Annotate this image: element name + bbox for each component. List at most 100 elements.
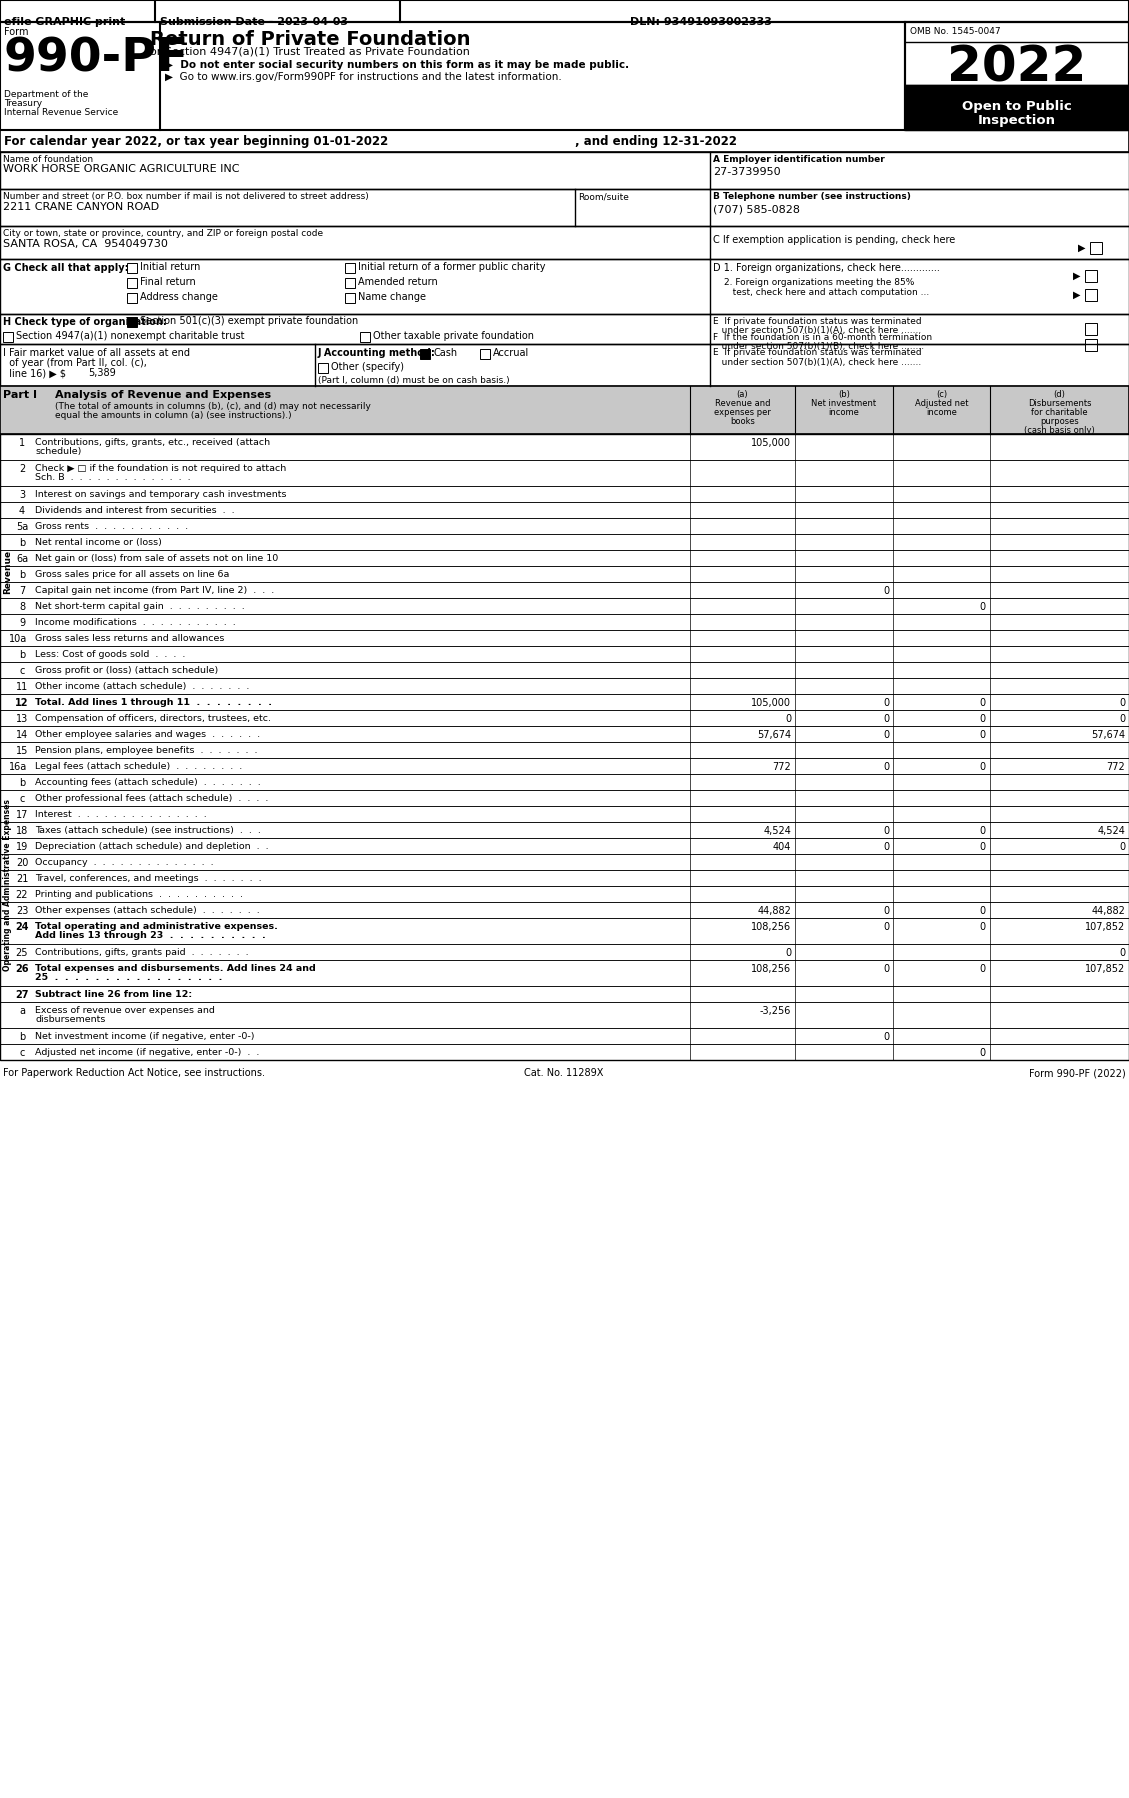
Text: 0: 0 [980, 714, 986, 725]
Text: Check ▶ □ if the foundation is not required to attach: Check ▶ □ if the foundation is not requi… [35, 464, 287, 473]
Text: 16a: 16a [9, 762, 27, 771]
Text: 772: 772 [772, 762, 791, 771]
Text: Net gain or (loss) from sale of assets not on line 10: Net gain or (loss) from sale of assets n… [35, 554, 278, 563]
Text: Excess of revenue over expenses and: Excess of revenue over expenses and [35, 1007, 215, 1016]
Text: Other expenses (attach schedule)  .  .  .  .  .  .  .: Other expenses (attach schedule) . . . .… [35, 906, 260, 915]
Text: Net investment: Net investment [812, 399, 876, 408]
Text: 57,674: 57,674 [756, 730, 791, 741]
Text: expenses per: expenses per [714, 408, 771, 417]
Text: Name of foundation: Name of foundation [3, 155, 93, 164]
Text: Net investment income (if negative, enter -0-): Net investment income (if negative, ente… [35, 1032, 254, 1041]
Text: 0: 0 [883, 825, 889, 836]
Bar [0, 387, 1129, 433]
Bar [0, 678, 1129, 694]
Text: 0: 0 [883, 714, 889, 725]
Text: 23: 23 [16, 906, 28, 915]
Text: 0: 0 [980, 841, 986, 852]
Text: 26: 26 [16, 964, 28, 975]
Text: Add lines 13 through 23  .  .  .  .  .  .  .  .  .  .: Add lines 13 through 23 . . . . . . . . … [35, 931, 265, 940]
Text: Sch. B  .  .  .  .  .  .  .  .  .  .  .  .  .  .: Sch. B . . . . . . . . . . . . . . [35, 473, 191, 482]
Text: (d): (d) [1053, 390, 1066, 399]
Bar [0, 259, 1129, 315]
Text: 15: 15 [16, 746, 28, 755]
Text: 0: 0 [980, 730, 986, 741]
Text: 27-3739950: 27-3739950 [714, 167, 780, 176]
Bar [0, 599, 1129, 613]
Text: 107,852: 107,852 [1085, 964, 1124, 975]
Text: 18: 18 [16, 825, 28, 836]
Text: 4: 4 [19, 505, 25, 516]
Text: Form: Form [5, 27, 28, 38]
Text: 6a: 6a [16, 554, 28, 565]
Bar [0, 726, 1129, 743]
Text: 24: 24 [16, 922, 28, 931]
Text: Net rental income or (loss): Net rental income or (loss) [35, 538, 161, 547]
Text: c: c [19, 665, 25, 676]
Text: E  If private foundation status was terminated: E If private foundation status was termi… [714, 349, 921, 358]
Text: Form 990-PF (2022): Form 990-PF (2022) [1030, 1068, 1126, 1079]
Text: Total. Add lines 1 through 11  .  .  .  .  .  .  .  .: Total. Add lines 1 through 11 . . . . . … [35, 698, 272, 707]
Bar [0, 1028, 1129, 1045]
Text: Total expenses and disbursements. Add lines 24 and: Total expenses and disbursements. Add li… [35, 964, 316, 973]
Text: Operating and Administrative Expenses: Operating and Administrative Expenses [3, 798, 12, 971]
Text: (a): (a) [737, 390, 749, 399]
Text: 44,882: 44,882 [1091, 906, 1124, 915]
Bar [0, 870, 1129, 886]
Text: or Section 4947(a)(1) Trust Treated as Private Foundation: or Section 4947(a)(1) Trust Treated as P… [150, 47, 470, 58]
Text: Return of Private Foundation: Return of Private Foundation [150, 31, 471, 49]
Text: Legal fees (attach schedule)  .  .  .  .  .  .  .  .: Legal fees (attach schedule) . . . . . .… [35, 762, 243, 771]
Text: (707) 585-0828: (707) 585-0828 [714, 203, 800, 214]
Text: c: c [19, 1048, 25, 1057]
Text: for charitable: for charitable [1031, 408, 1088, 417]
Bar [318, 363, 329, 372]
Bar [0, 903, 1129, 919]
Text: Cash: Cash [434, 349, 457, 358]
Text: 108,256: 108,256 [751, 964, 791, 975]
Bar [0, 343, 1129, 387]
Bar [0, 433, 1129, 1061]
Text: line 16) ▶ $: line 16) ▶ $ [3, 369, 65, 378]
Text: 0: 0 [980, 1048, 986, 1057]
Text: of year (from Part II, col. (c),: of year (from Part II, col. (c), [3, 358, 147, 369]
Text: Inspection: Inspection [978, 113, 1056, 128]
Text: 0: 0 [883, 922, 889, 931]
Text: Section 4947(a)(1) nonexempt charitable trust: Section 4947(a)(1) nonexempt charitable … [16, 331, 245, 342]
Text: D 1. Foreign organizations, check here.............: D 1. Foreign organizations, check here..… [714, 263, 939, 273]
Text: Subtract line 26 from line 12:: Subtract line 26 from line 12: [35, 991, 192, 1000]
Text: 0: 0 [785, 948, 791, 958]
Bar [0, 189, 1129, 227]
Bar [360, 333, 370, 342]
Text: Internal Revenue Service: Internal Revenue Service [5, 108, 119, 117]
Text: ▶: ▶ [1073, 271, 1080, 280]
Text: Gross sales price for all assets on line 6a: Gross sales price for all assets on line… [35, 570, 229, 579]
Text: 2022: 2022 [947, 43, 1087, 92]
Bar [1085, 270, 1097, 282]
Text: 0: 0 [980, 964, 986, 975]
Bar [345, 279, 355, 288]
Text: Accrual: Accrual [493, 349, 530, 358]
Text: B Telephone number (see instructions): B Telephone number (see instructions) [714, 192, 911, 201]
Text: 990-PF: 990-PF [5, 36, 190, 81]
Bar [0, 550, 1129, 566]
Text: a: a [19, 1007, 25, 1016]
Text: For calendar year 2022, or tax year beginning 01-01-2022: For calendar year 2022, or tax year begi… [5, 135, 388, 147]
Bar [0, 985, 1129, 1001]
Text: income: income [829, 408, 859, 417]
Bar [0, 129, 1129, 153]
Text: 22: 22 [16, 890, 28, 901]
Text: 2211 CRANE CANYON ROAD: 2211 CRANE CANYON ROAD [3, 201, 159, 212]
Text: Initial return: Initial return [140, 263, 200, 271]
Text: 0: 0 [883, 841, 889, 852]
Text: G Check all that apply:: G Check all that apply: [3, 263, 129, 273]
Bar [0, 1045, 1129, 1061]
Text: Gross sales less returns and allowances: Gross sales less returns and allowances [35, 635, 225, 644]
Bar [0, 518, 1129, 534]
Text: 12: 12 [16, 698, 28, 708]
Text: 14: 14 [16, 730, 28, 741]
Text: Revenue and: Revenue and [715, 399, 770, 408]
Text: (cash basis only): (cash basis only) [1024, 426, 1095, 435]
Text: Pension plans, employee benefits  .  .  .  .  .  .  .: Pension plans, employee benefits . . . .… [35, 746, 257, 755]
Text: (b): (b) [838, 390, 850, 399]
Bar [345, 263, 355, 273]
Text: Compensation of officers, directors, trustees, etc.: Compensation of officers, directors, tru… [35, 714, 271, 723]
